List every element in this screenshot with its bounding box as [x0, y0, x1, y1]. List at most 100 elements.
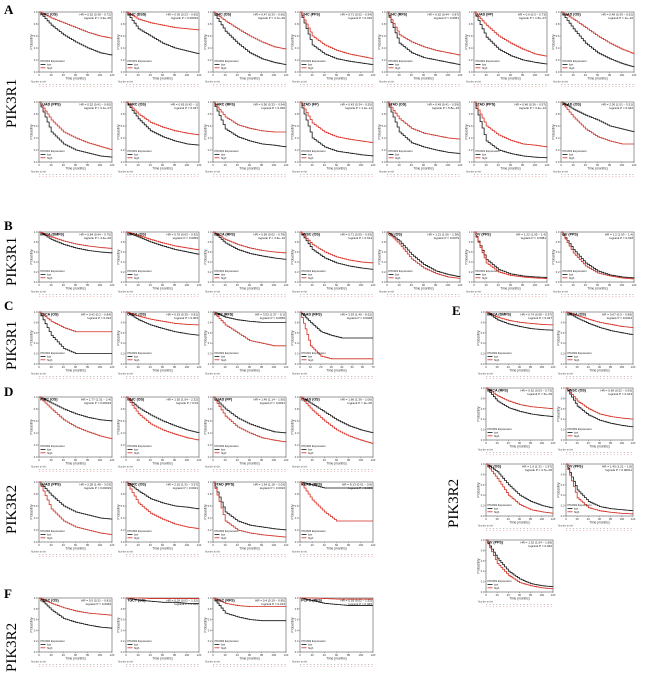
logrank-p-text: logrank P = 0.012	[87, 316, 111, 320]
panel-title: KIRP (RFS)	[214, 312, 234, 316]
x-tick-label: 100	[271, 653, 276, 657]
km-panel-e3: Probability 0.0 0.2 0.4 0.6 0.8 1.0 0 20 40 60 80 10…	[477, 384, 556, 456]
logrank-p-text: logrank P = 0.00019	[84, 401, 111, 405]
x-tick-label: 60	[248, 365, 252, 369]
x-tick-label: 0	[125, 283, 127, 287]
x-tick-label: 40	[236, 543, 240, 547]
x-tick-label: 0	[565, 517, 567, 521]
y-tick-label: 0.6	[34, 331, 38, 335]
x-tick-label: 0	[212, 458, 214, 462]
hazard-ratio-text: HR = 0.39 (0.23 − 0.65)	[166, 12, 198, 16]
km-curve-low	[561, 11, 635, 68]
x-tick-label: 120	[371, 458, 376, 462]
y-tick-label: 0.4	[34, 136, 38, 140]
plot-frame	[38, 231, 113, 283]
y-tick-label: 1.0	[556, 100, 560, 104]
x-tick-label: 80	[529, 593, 533, 597]
x-tick-label: 20	[496, 365, 500, 369]
x-axis-label: Time (months)	[587, 287, 607, 291]
number-at-risk-label: Number at risk	[553, 81, 569, 84]
km-chart-a7: Probability 0.0 0.2 0.4 0.6 0.8 1.0 0 20 40 60 80 10…	[552, 10, 637, 87]
km-chart-d6: Probability 0.0 0.2 0.4 0.6 0.8 1.0 0 20 40 60 80 10…	[117, 480, 202, 557]
x-tick-label: 40	[340, 365, 344, 369]
y-tick-label: 1.0	[34, 596, 38, 600]
y-tick-label: 0.8	[208, 22, 212, 26]
x-tick-label: 80	[434, 283, 438, 287]
km-chart-a8: Probability 0.0 0.2 0.4 0.6 0.8 1.0 0 20 40 60 80 10…	[30, 100, 115, 177]
x-tick-label: 20	[50, 365, 54, 369]
x-tick-label: 20	[485, 283, 489, 287]
legend-label-high: high	[47, 358, 53, 362]
x-tick-label: 80	[260, 543, 264, 547]
km-curve-high	[39, 231, 113, 249]
x-tick-label: 0	[38, 543, 40, 547]
x-axis-label: Time (months)	[326, 369, 346, 373]
y-tick-label: 1.0	[382, 100, 386, 104]
x-tick-label: 80	[86, 365, 90, 369]
y-tick-label: 0.8	[556, 112, 560, 116]
y-axis-label: Probability	[552, 249, 556, 264]
legend-title: PIK3R2 Expression	[128, 444, 153, 448]
x-tick-label: 100	[271, 458, 276, 462]
plot-frame	[125, 231, 200, 283]
y-tick-label: 0.8	[481, 548, 485, 552]
y-tick-label: 0.8	[121, 320, 125, 324]
km-panel-d2: Probability 0.0 0.2 0.4 0.6 0.8 1.0 0 20 40 60 80 10…	[117, 393, 202, 473]
legend-title: PIK3R1 Expression	[128, 149, 153, 153]
y-tick-label: 0.4	[121, 136, 125, 140]
km-chart-c3: Probability 0.0 0.2 0.4 0.6 0.8 1.0 0 20 40 60 80 10…	[204, 310, 289, 379]
y-tick-label: 0.2	[34, 443, 38, 447]
km-curve-low	[126, 396, 200, 433]
number-at-risk-label: Number at risk	[31, 661, 47, 664]
x-tick-label: 100	[445, 73, 450, 77]
hazard-ratio-text: HR = 0.69 (0.52 − 0.93)	[600, 388, 632, 392]
panel-title: OV (OS)	[388, 232, 403, 236]
x-tick-label: 20	[224, 73, 228, 77]
x-tick-label: 120	[197, 163, 202, 167]
km-curve-high	[39, 481, 113, 535]
x-tick-label: 40	[149, 365, 153, 369]
x-tick-label: 40	[236, 653, 240, 657]
logrank-p-text: logrank P = 0.0056	[260, 316, 286, 320]
legend-label-low: low	[134, 642, 139, 646]
y-tick-label: 1.0	[469, 100, 473, 104]
hazard-ratio-text: HR = 0.76 (0.63 − 0.92)	[166, 232, 198, 236]
x-tick-label: 100	[184, 163, 189, 167]
hazard-ratio-text: HR = 1.6 (1.31 − 1.97)	[522, 464, 552, 468]
logrank-p-text: logrank P = 0.047	[174, 106, 198, 110]
number-at-risk-label: Number at risk	[379, 171, 395, 174]
legend-label-high: high	[134, 276, 140, 280]
y-tick-label: 0.6	[208, 504, 212, 508]
x-tick-label: 120	[110, 458, 115, 462]
x-tick-label: 120	[197, 543, 202, 547]
y-tick-label: 0.0	[556, 280, 560, 284]
x-tick-label: 40	[62, 543, 66, 547]
y-tick-label: 0.0	[121, 540, 125, 544]
legend-label-high: high	[308, 276, 314, 280]
x-tick-label: 40	[236, 283, 240, 287]
y-tick-label: 1.0	[208, 395, 212, 399]
y-tick-label: 1.0	[295, 480, 299, 484]
number-at-risk-label: Number at risk	[31, 171, 47, 174]
y-tick-label: 0.4	[469, 46, 473, 50]
y-tick-label: 1.0	[382, 230, 386, 234]
y-tick-label: 0.6	[121, 504, 125, 508]
km-curve-high	[126, 396, 200, 441]
y-axis-label: Probability	[465, 249, 469, 264]
x-tick-label: 20	[224, 653, 228, 657]
x-tick-label: 60	[74, 73, 78, 77]
plot-frame	[485, 463, 554, 517]
x-tick-label: 60	[335, 283, 339, 287]
number-at-risk-label: Number at risk	[118, 291, 134, 294]
y-tick-label: 0.4	[382, 260, 386, 264]
legend-title: PIK3R1 Expression	[389, 269, 414, 273]
x-tick-label: 20	[311, 458, 315, 462]
legend-title: PIK3R1 Expression	[41, 59, 66, 63]
km-panel-a13: Probability 0.0 0.2 0.4 0.6 0.8 1.0 0 20 40 60 80 10…	[465, 98, 550, 178]
y-axis-label: Probability	[30, 249, 34, 264]
y-tick-label: 0.6	[556, 124, 560, 128]
y-tick-label: 0.2	[121, 58, 125, 62]
y-tick-label: 1.0	[295, 310, 299, 314]
x-axis-label: Time (months)	[65, 657, 85, 661]
x-axis-label: Time (months)	[152, 657, 172, 661]
